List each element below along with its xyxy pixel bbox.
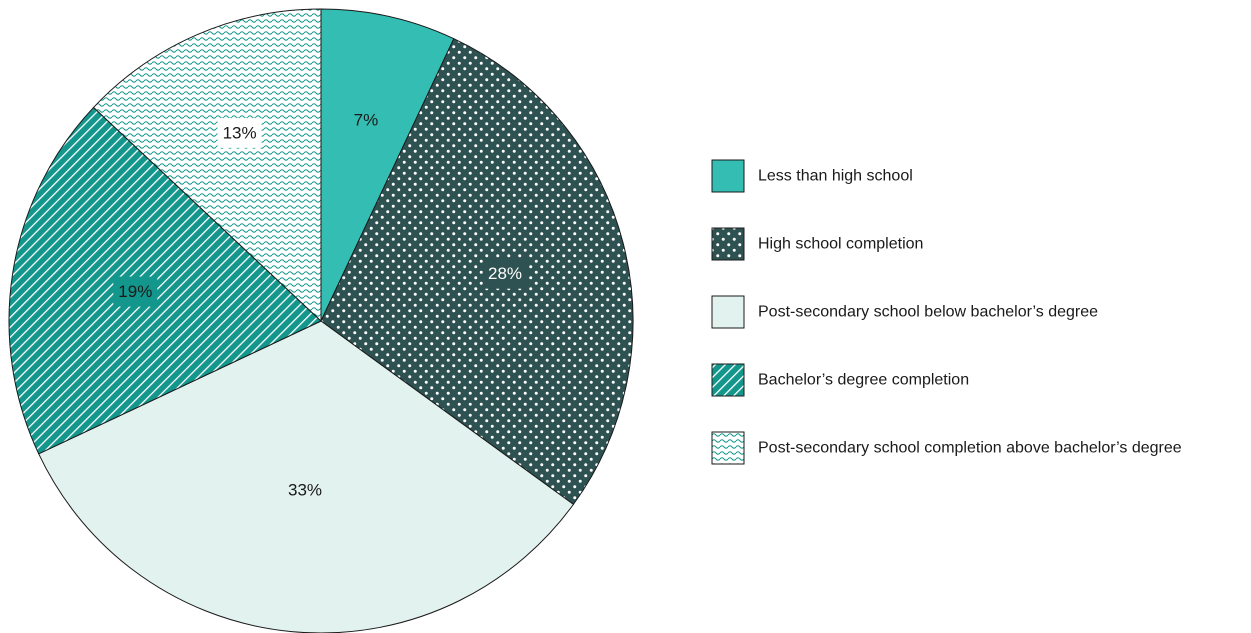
legend-label-post-secondary-school-below-bachelors-degree: Post-secondary school below bachelor’s d… <box>758 304 1098 321</box>
slice-label-bg <box>217 117 262 148</box>
legend-swatch-high-school-completion <box>711 227 745 261</box>
legend-swatch-bachelors-degree-completion <box>711 363 745 397</box>
legend-item-high-school-completion: High school completion <box>711 227 923 261</box>
slice-label-text: 19% <box>118 282 152 301</box>
slice-label-text: 33% <box>288 481 322 500</box>
legend-label-post-secondary-school-completion-above-bachelors-degree: Post-secondary school completion above b… <box>758 440 1182 457</box>
legend-label-high-school-completion: High school completion <box>758 236 923 253</box>
legend: Less than high school High school complet… <box>711 159 1182 465</box>
slice-labels: 7% 28% 33% 19% 13% <box>113 111 527 500</box>
legend-item-post-secondary-school-below-bachelors-degree: Post-secondary school below bachelor’s d… <box>711 295 1098 329</box>
slice-label-bg <box>113 276 158 307</box>
slice-label-text: 28% <box>488 264 522 283</box>
pie-slice-less-than-high-school <box>320 8 455 322</box>
slice-label-post-secondary-school-completion-above-bachelors-degree: 13% <box>217 117 262 148</box>
legend-item-post-secondary-school-completion-above-bachelors-degree: Post-secondary school completion above b… <box>711 431 1182 465</box>
legend-swatch-post-secondary-school-below-bachelors-degree <box>711 295 745 329</box>
slice-label-less-than-high-school: 7% <box>354 111 379 130</box>
legend-swatch-less-than-high-school <box>711 159 745 193</box>
pie <box>8 8 634 633</box>
slice-label-bachelors-degree-completion: 19% <box>113 276 158 307</box>
pie-slice-post-secondary-school-completion-above-bachelors-degree <box>93 8 322 322</box>
slice-label-high-school-completion: 28% <box>483 258 527 289</box>
legend-swatch-post-secondary-school-completion-above-bachelors-degree <box>711 431 745 465</box>
legend-item-less-than-high-school: Less than high school <box>711 159 913 193</box>
slice-label-text: 7% <box>354 111 379 130</box>
slice-label-post-secondary-school-below-bachelors-degree: 33% <box>288 481 322 500</box>
pie-slice-high-school-completion <box>320 38 634 505</box>
slice-label-bg <box>483 258 527 289</box>
pie-slice-post-secondary-school-below-bachelors-degree <box>38 320 574 633</box>
legend-label-less-than-high-school: Less than high school <box>758 168 913 185</box>
pie-slice-bachelors-degree-completion <box>8 106 322 455</box>
slice-label-text: 13% <box>223 123 257 142</box>
legend-item-bachelors-degree-completion: Bachelor’s degree completion <box>711 363 969 397</box>
legend-label-bachelors-degree-completion: Bachelor’s degree completion <box>758 372 969 389</box>
